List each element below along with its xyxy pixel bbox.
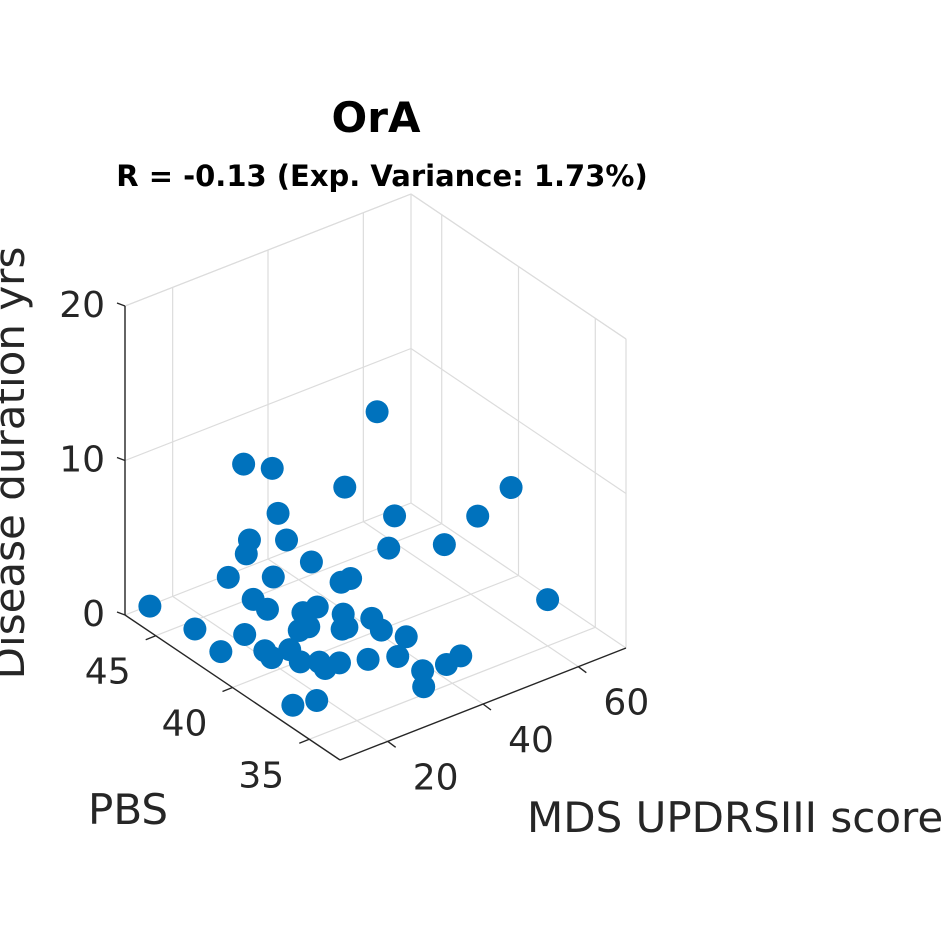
y-tick-label: 35 [238,755,284,796]
scatter-point [412,675,436,699]
grid-line-z-backwall [124,347,412,462]
scatter-point [305,595,329,619]
grid-line-z-sidewall [410,348,627,494]
scatter-point [499,476,523,500]
z-tick-label: 20 [59,285,105,326]
x-tick-mark [577,666,587,674]
scatter-point [356,647,380,671]
scatter-point [449,644,473,668]
scatter-point [183,617,207,641]
x-tick-mark [387,740,397,748]
y-tick-label: 40 [162,704,208,745]
scatter-point [365,400,389,424]
chart-title: OrA [332,93,421,142]
grid-layer [124,193,627,742]
scatter-point [266,501,290,525]
grid-line-z-sidewall [410,502,627,649]
scatter-point [432,533,456,557]
y-axis-label: PBS [88,785,168,834]
scatter-point [377,536,401,560]
z-tick-label: 10 [59,440,105,481]
scatter-point [261,565,285,589]
x-tick-mark [482,703,492,711]
scatter-point [333,475,357,499]
scatter-point [216,565,240,589]
scatter-point [394,625,418,649]
y-tick-mark [299,738,310,744]
x-tick-label: 60 [603,683,649,724]
scatter-point [234,542,258,566]
scatter-point [233,623,257,647]
scatter-point [307,650,331,674]
x-tick-label: 40 [508,720,554,761]
chart-subtitle: R = -0.13 (Exp. Variance: 1.73%) [116,159,647,193]
scatter-point [299,550,323,574]
scatter-point [305,689,329,713]
scatter-point [281,693,305,717]
scatter-point [209,640,233,664]
scatter-point [327,651,351,675]
points-layer [138,400,560,717]
z-axis-label: Disease duration yrs [0,247,34,680]
scatter-point [536,588,560,612]
x-axis-label: MDS UPDRSIII score [527,793,943,842]
scatter-point [287,618,311,642]
box-edge [124,193,412,307]
box-edge [410,193,627,340]
grid-line-z-backwall [124,502,412,616]
scatter-point [255,597,279,621]
x-tick-label: 20 [413,757,459,798]
scatter-point [260,456,284,480]
grid-line-y-floor [309,626,596,740]
axis-layer [116,302,627,761]
z-tick-label: 0 [82,594,105,635]
scatter-point [383,504,407,528]
z-tick-mark [116,456,126,462]
scatter-point [466,504,490,528]
scatter-point [369,618,393,642]
y-tick-label: 45 [85,652,131,693]
y-tick-mark [145,635,156,641]
y-tick-mark [222,686,233,693]
z-tick-mark [116,302,126,307]
scatter-point [335,615,359,639]
scatter-point [339,567,363,591]
ticks-layer: 20 40 60 35 40 45 0 10 20 [59,285,649,798]
scatter-point [275,528,299,552]
z-tick-mark [116,611,126,616]
scatter-point [253,639,277,663]
scatter-point [386,644,410,668]
scatter-point [138,594,162,618]
scatter-point [288,650,312,674]
scatter-point [232,452,256,476]
